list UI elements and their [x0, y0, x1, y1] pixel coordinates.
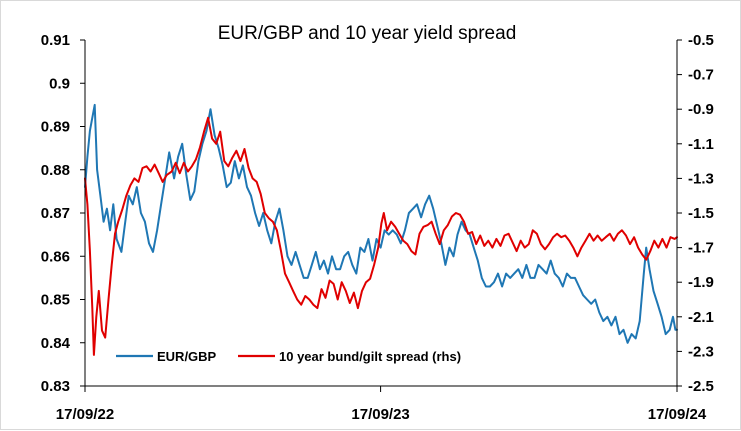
y-right-tick-label: -1.7 [688, 240, 714, 257]
y-left-tick-label: 0.86 [41, 248, 70, 265]
y-right-tick-label: -1.3 [688, 170, 714, 187]
x-tick-label: 17/09/24 [648, 406, 707, 423]
y-right-tick-label: -0.7 [688, 67, 714, 84]
legend-label-eurgbp: EUR/GBP [157, 349, 217, 364]
chart-title: EUR/GBP and 10 year yield spread [218, 23, 517, 44]
x-tick-label: 17/09/23 [351, 406, 409, 423]
y-left-tick-label: 0.83 [41, 378, 70, 395]
y-right-tick-label: -1.5 [688, 205, 714, 222]
y-left-tick-label: 0.85 [41, 292, 70, 309]
y-right-tick-label: -0.9 [688, 101, 714, 118]
y-left-tick-label: 0.89 [41, 119, 70, 136]
series-line-spread [84, 116, 678, 356]
y-right-tick-label: -2.3 [688, 343, 714, 360]
axes-layer: 0.91 0.9 0.89 0.88 0.87 0.86 0.85 0.84 0.83 -0.5 -… [41, 32, 714, 423]
y-left-tick-label: 0.91 [41, 32, 70, 49]
x-tick-label: 17/09/22 [56, 406, 114, 423]
y-right-tick-label: -2.5 [688, 378, 714, 395]
plot-layer [84, 103, 678, 356]
legend-label-spread: 10 year bund/gilt spread (rhs) [279, 349, 461, 364]
y-right-tick-label: -1.1 [688, 136, 714, 153]
legend: EUR/GBP 10 year bund/gilt spread (rhs) [116, 349, 461, 364]
y-right-tick-label: -1.9 [688, 274, 714, 291]
y-right-tick-label: -0.5 [688, 32, 714, 49]
y-left-tick-label: 0.88 [41, 162, 70, 179]
y-right-tick-label: -2.1 [688, 309, 714, 326]
y-left-tick-label: 0.84 [41, 335, 71, 352]
y-left-tick-label: 0.9 [49, 75, 70, 92]
y-left-tick-label: 0.87 [41, 205, 70, 222]
